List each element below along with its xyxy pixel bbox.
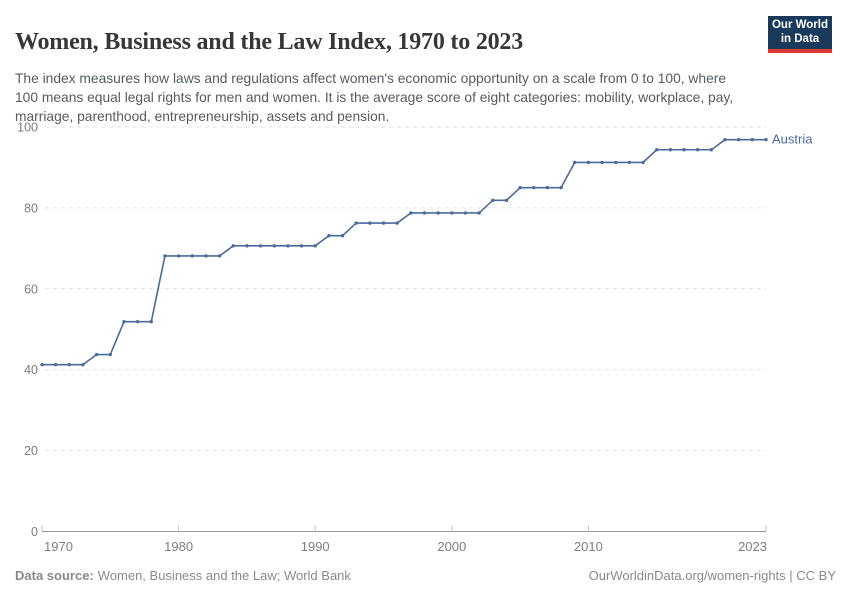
data-point[interactable] [381,221,386,225]
chart-title: Women, Business and the Law Index, 1970 … [15,29,524,56]
data-point[interactable] [463,211,468,215]
x-tick-label: 1980 [164,539,193,554]
data-point[interactable] [491,198,495,203]
y-tick-label: 80 [24,201,38,215]
data-point[interactable] [682,148,686,152]
data-point[interactable] [299,244,304,248]
data-point[interactable] [67,362,72,367]
attribution-link[interactable]: OurWorldinData.org/women-rights | CC BY [588,568,836,583]
data-point[interactable] [94,352,99,357]
y-tick-label: 100 [17,121,38,135]
y-tick-label: 20 [24,444,38,458]
data-point[interactable] [286,244,290,248]
data-point[interactable] [340,234,345,238]
data-point[interactable] [764,137,768,142]
data-point[interactable] [422,211,427,215]
data-point[interactable] [313,244,317,248]
data-point[interactable] [231,244,235,248]
data-point[interactable] [586,160,591,165]
line-chart-plot-area[interactable]: 0 20 40 60 80 100 1970 1980 1990 2000 2010 2023 Aust… [0,0,850,560]
data-point[interactable] [272,244,276,248]
data-point[interactable] [53,362,58,367]
data-point[interactable] [736,137,741,142]
data-point[interactable] [559,185,563,190]
data-point[interactable] [245,244,249,248]
x-tick-label: 1970 [44,539,73,554]
data-point[interactable] [750,137,755,142]
data-point[interactable] [149,319,153,324]
data-point[interactable] [436,211,440,215]
data-point[interactable] [368,221,372,225]
owid-logo-line2: in Data [780,32,820,45]
y-tick-label: 40 [24,363,38,377]
data-point[interactable] [190,254,194,258]
x-tick-label: 2000 [437,539,466,554]
data-point[interactable] [641,160,645,165]
data-point[interactable] [81,362,85,367]
chart-subtitle: The index measures how laws and regulati… [15,70,734,124]
data-point[interactable] [504,198,509,203]
data-point[interactable] [709,148,714,152]
data-point[interactable] [40,362,44,367]
x-tick-label: 2023 [738,539,767,554]
data-point[interactable] [354,221,358,225]
data-point[interactable] [204,254,208,258]
owid-logo-line1: Our World [771,19,828,31]
data-point[interactable] [135,319,140,324]
data-point[interactable] [545,185,550,190]
data-point[interactable] [163,254,167,258]
data-point[interactable] [614,160,618,165]
data-source-label: Data source: [15,568,94,583]
data-point[interactable] [477,211,481,215]
data-point[interactable] [450,211,454,215]
data-point[interactable] [573,160,577,165]
data-point[interactable] [176,254,181,258]
data-point[interactable] [122,319,126,324]
data-source-note: Data source: Women, Business and the Law;… [15,568,351,583]
data-point[interactable] [409,211,413,215]
trend-line[interactable] [42,138,766,366]
y-tick-label: 0 [31,525,38,539]
chart-footer: Data source: Women, Business and the Law;… [15,568,836,583]
data-point[interactable] [108,352,113,357]
data-point[interactable] [627,160,632,165]
owid-logo[interactable]: Our World in Data [768,16,832,53]
data-point[interactable] [668,148,673,152]
data-point[interactable] [600,160,604,165]
data-point[interactable] [695,148,700,152]
data-source-value: Women, Business and the Law; World Bank [97,568,351,583]
data-point[interactable] [532,185,536,190]
data-point[interactable] [518,185,522,190]
x-tick-label: 1990 [301,539,330,554]
x-tick-label: 2010 [574,539,603,554]
data-point[interactable] [327,234,331,238]
y-tick-label: 60 [24,282,38,296]
data-point[interactable] [655,148,659,152]
data-point[interactable] [258,244,263,248]
series-end-label[interactable]: Austria [772,132,813,147]
data-point[interactable] [217,254,222,258]
data-point[interactable] [395,221,399,225]
data-point[interactable] [723,137,727,142]
